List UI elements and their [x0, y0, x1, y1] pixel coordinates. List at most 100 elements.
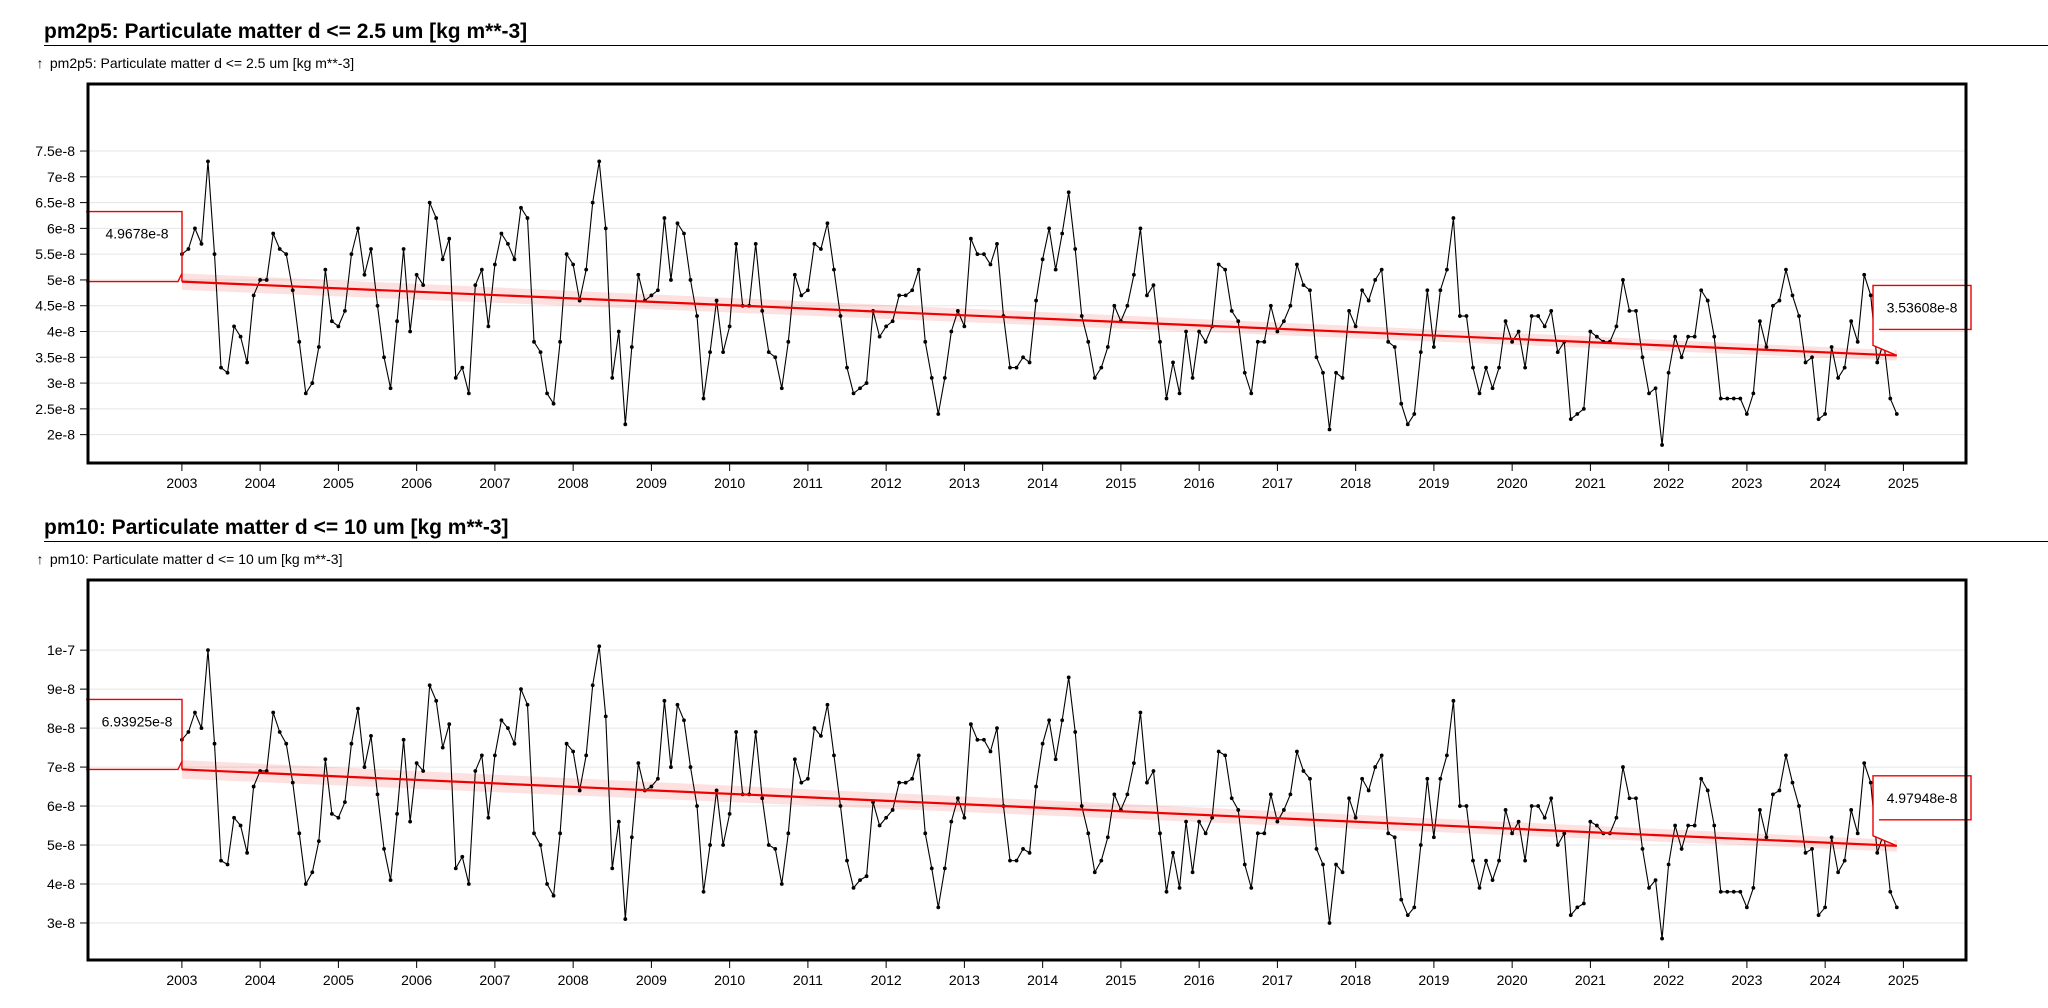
data-point [1497, 858, 1501, 863]
data-point [597, 644, 602, 649]
x-tick-label: 2013 [949, 972, 980, 988]
data-point [1412, 412, 1417, 416]
data-point [336, 815, 341, 820]
data-point [714, 298, 719, 303]
data-point [805, 288, 810, 293]
data-point [1764, 835, 1769, 840]
data-point [1066, 190, 1071, 195]
data-point [903, 293, 908, 298]
x-tick-label: 2023 [1731, 972, 1762, 988]
data-point [1627, 308, 1632, 313]
data-point [362, 765, 367, 769]
data-point [1386, 339, 1391, 344]
data-point [805, 776, 810, 781]
data-point [845, 858, 849, 863]
data-point [219, 858, 223, 863]
y-tick-label: 5.5e-8 [35, 246, 75, 262]
data-point [1249, 391, 1254, 396]
data-point [1327, 921, 1332, 925]
data-point [1542, 815, 1547, 820]
data-point [1216, 749, 1221, 754]
data-point [395, 319, 399, 324]
data-point [1151, 283, 1156, 288]
data-point [245, 850, 250, 855]
data-point [447, 236, 452, 241]
data-point [395, 811, 399, 816]
data-point [897, 293, 902, 298]
data-point [1288, 792, 1293, 797]
data-point [232, 815, 236, 820]
data-point [571, 749, 576, 754]
data-point [753, 241, 758, 246]
data-point [1223, 267, 1228, 272]
x-tick-label: 2017 [1262, 972, 1293, 988]
data-point [206, 159, 210, 164]
legend-pm2p5[interactable]: ↑ pm2p5: Particulate matter d <= 2.5 um … [34, 55, 355, 71]
data-point [1099, 858, 1104, 863]
data-point [1171, 850, 1175, 855]
data-point [975, 252, 980, 257]
data-point [682, 231, 686, 236]
data-point [616, 819, 621, 824]
data-point [1125, 792, 1130, 797]
data-point [1803, 850, 1808, 855]
y-tick-label: 4e-8 [47, 324, 75, 340]
data-point [877, 823, 882, 828]
data-point [1132, 761, 1136, 766]
data-point [1686, 823, 1691, 828]
data-point [1634, 796, 1638, 801]
data-point [721, 350, 726, 355]
data-point [1360, 288, 1365, 293]
data-point [1425, 776, 1430, 781]
data-point [890, 319, 895, 324]
legend-pm10[interactable]: ↑ pm10: Particulate matter d <= 10 um [k… [34, 551, 343, 567]
data-point [1034, 784, 1038, 789]
data-point [1679, 847, 1684, 851]
x-tick-label: 2016 [1184, 475, 1215, 490]
x-tick-label: 2010 [714, 972, 745, 988]
data-point [1092, 870, 1097, 875]
data-point [1536, 314, 1541, 318]
x-tick-label: 2006 [401, 475, 432, 490]
data-point [1464, 804, 1469, 808]
data-point [623, 422, 628, 427]
data-point [1738, 396, 1743, 401]
data-point [1112, 303, 1117, 308]
data-point [212, 741, 217, 746]
data-point [1314, 355, 1319, 360]
data-point [1034, 298, 1038, 303]
data-point [688, 278, 693, 282]
data-point [1731, 889, 1736, 894]
data-point [1008, 365, 1012, 370]
data-point [551, 401, 556, 406]
x-tick-label: 2019 [1418, 475, 1449, 490]
data-point [545, 882, 549, 886]
data-point [1673, 823, 1678, 828]
data-point [577, 788, 582, 793]
data-point [760, 796, 765, 801]
data-point [1797, 314, 1801, 318]
data-point [1621, 278, 1625, 282]
data-point [968, 236, 973, 241]
data-point [1073, 730, 1078, 734]
data-point [584, 753, 589, 758]
data-point [1503, 808, 1508, 812]
series-line-pm2p5 [181, 161, 1898, 446]
data-point [1027, 850, 1032, 855]
data-point [1340, 376, 1345, 380]
data-point [284, 252, 289, 257]
data-point [558, 831, 562, 836]
data-point [453, 376, 458, 380]
data-point [1366, 298, 1371, 303]
data-point [375, 303, 380, 308]
data-point [343, 800, 347, 805]
trend-start-label: 4.9678e-8 [105, 226, 168, 242]
data-point [343, 308, 347, 313]
data-point [1229, 796, 1234, 801]
data-point [1640, 355, 1645, 360]
data-point [1888, 889, 1893, 894]
data-point [1086, 339, 1091, 344]
data-point [1731, 396, 1736, 401]
data-point [538, 843, 543, 847]
data-point [1197, 329, 1202, 334]
